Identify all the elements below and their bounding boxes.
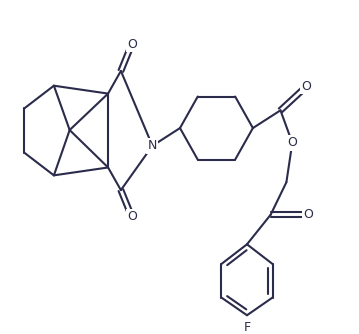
Text: N: N <box>148 139 157 152</box>
Text: O: O <box>127 38 137 51</box>
Text: O: O <box>301 80 311 93</box>
Text: O: O <box>127 210 137 223</box>
Text: O: O <box>303 208 313 221</box>
Text: O: O <box>287 136 297 149</box>
Text: F: F <box>243 321 251 334</box>
